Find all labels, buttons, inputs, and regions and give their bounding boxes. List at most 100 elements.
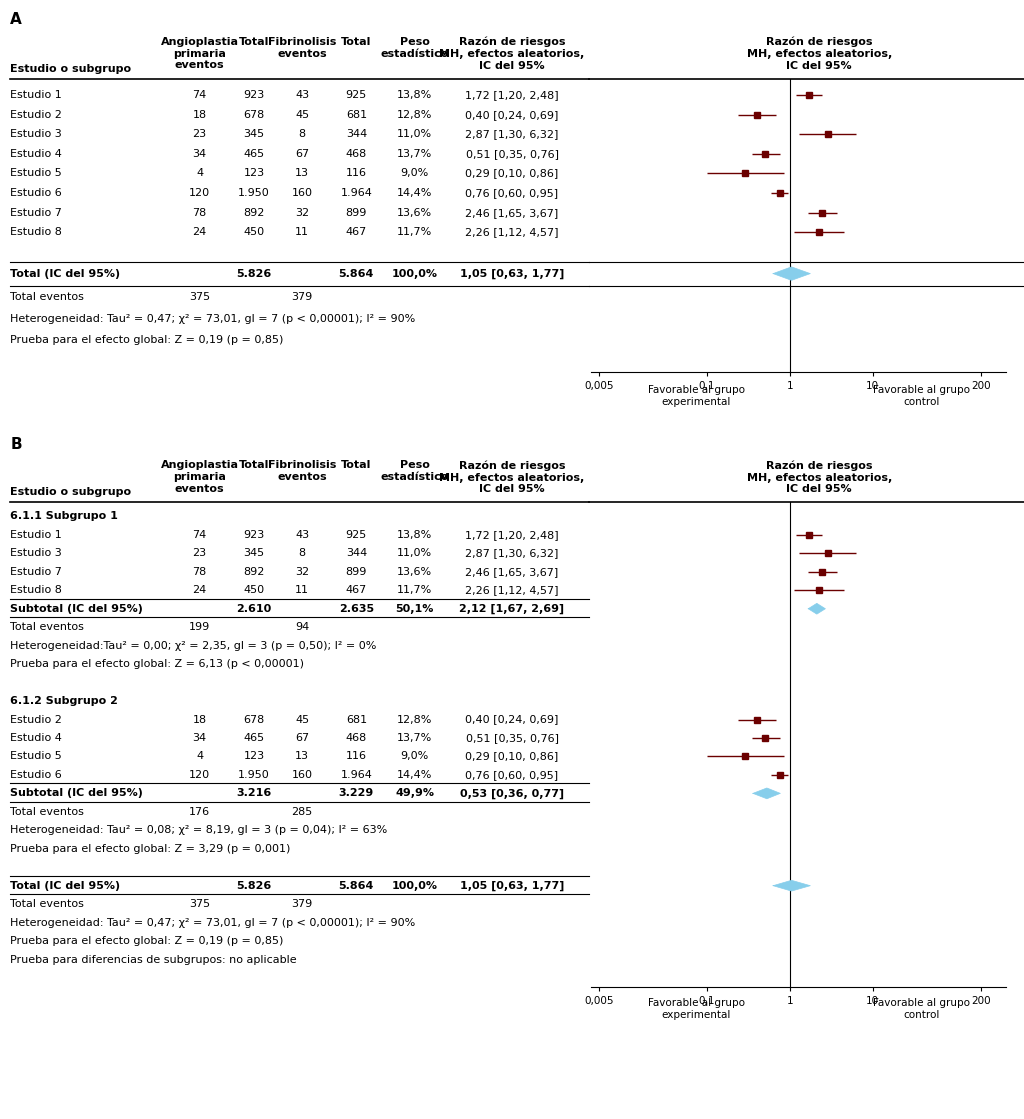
Text: 0,29 [0,10, 0,86]: 0,29 [0,10, 0,86] — [465, 169, 559, 178]
Text: 45: 45 — [295, 110, 309, 120]
Text: 0,76 [0,60, 0,95]: 0,76 [0,60, 0,95] — [466, 770, 558, 780]
Text: 2.610: 2.610 — [237, 604, 271, 613]
Text: Estudio 2: Estudio 2 — [10, 715, 62, 724]
Text: 0,51 [0,35, 0,76]: 0,51 [0,35, 0,76] — [466, 149, 558, 159]
Text: Subtotal (IC del 95%): Subtotal (IC del 95%) — [10, 604, 143, 613]
Text: 11,0%: 11,0% — [397, 548, 432, 558]
Text: Prueba para el efecto global: Z = 0,19 (p = 0,85): Prueba para el efecto global: Z = 0,19 (… — [10, 336, 284, 345]
Text: Razón de riesgos
MH, efectos aleatorios,
IC del 95%: Razón de riesgos MH, efectos aleatorios,… — [746, 37, 892, 70]
Text: Total eventos: Total eventos — [10, 900, 84, 909]
Text: 5.826: 5.826 — [237, 881, 271, 891]
Text: 2,87 [1,30, 6,32]: 2,87 [1,30, 6,32] — [465, 548, 559, 558]
Text: 0,76 [0,60, 0,95]: 0,76 [0,60, 0,95] — [466, 188, 558, 198]
Text: Estudio 1: Estudio 1 — [10, 530, 62, 539]
Text: 13: 13 — [295, 752, 309, 761]
Text: 0,51 [0,35, 0,76]: 0,51 [0,35, 0,76] — [466, 733, 558, 743]
Text: Estudio o subgrupo: Estudio o subgrupo — [10, 64, 131, 74]
Text: 1,72 [1,20, 2,48]: 1,72 [1,20, 2,48] — [465, 91, 559, 100]
Text: 9,0%: 9,0% — [400, 169, 429, 178]
Text: 8: 8 — [299, 548, 305, 558]
Text: Estudio 1: Estudio 1 — [10, 91, 62, 100]
Text: 1.950: 1.950 — [238, 188, 270, 198]
Text: Total: Total — [341, 461, 372, 470]
Text: 23: 23 — [193, 130, 207, 139]
Text: 465: 465 — [244, 733, 264, 743]
Text: 13,7%: 13,7% — [397, 149, 432, 159]
Text: 678: 678 — [244, 715, 264, 724]
Text: 678: 678 — [244, 110, 264, 120]
Text: Estudio 5: Estudio 5 — [10, 752, 62, 761]
Text: 18: 18 — [193, 715, 207, 724]
Text: 681: 681 — [346, 715, 367, 724]
Text: Prueba para el efecto global: Z = 3,29 (p = 0,001): Prueba para el efecto global: Z = 3,29 (… — [10, 844, 291, 854]
Polygon shape — [773, 266, 810, 281]
Text: Favorable al grupo
experimental: Favorable al grupo experimental — [648, 385, 744, 406]
Text: Estudio o subgrupo: Estudio o subgrupo — [10, 488, 131, 497]
Text: 12,8%: 12,8% — [397, 110, 432, 120]
Text: 120: 120 — [189, 770, 210, 780]
Text: 0,53 [0,36, 0,77]: 0,53 [0,36, 0,77] — [460, 788, 564, 799]
Text: 45: 45 — [295, 715, 309, 724]
Text: 8: 8 — [299, 130, 305, 139]
Text: 3.229: 3.229 — [339, 789, 374, 798]
Text: 5.864: 5.864 — [339, 269, 374, 279]
Text: 24: 24 — [193, 585, 207, 595]
Text: 5.826: 5.826 — [237, 269, 271, 279]
Text: 6.1.1 Subgrupo 1: 6.1.1 Subgrupo 1 — [10, 511, 118, 521]
Text: Angioplastia
primaria
eventos: Angioplastia primaria eventos — [161, 461, 239, 493]
Text: 100,0%: 100,0% — [392, 881, 437, 891]
Text: 24: 24 — [193, 227, 207, 237]
Text: 0,29 [0,10, 0,86]: 0,29 [0,10, 0,86] — [465, 752, 559, 761]
Text: 450: 450 — [244, 227, 264, 237]
Text: 13: 13 — [295, 169, 309, 178]
Text: 14,4%: 14,4% — [397, 188, 432, 198]
Text: Total (IC del 95%): Total (IC del 95%) — [10, 881, 121, 891]
Text: 899: 899 — [346, 567, 367, 576]
Text: 1,05 [0,63, 1,77]: 1,05 [0,63, 1,77] — [460, 881, 564, 891]
Text: Heterogeneidad:Tau² = 0,00; χ² = 2,35, gl = 3 (p = 0,50); I² = 0%: Heterogeneidad:Tau² = 0,00; χ² = 2,35, g… — [10, 641, 377, 650]
Text: Total eventos: Total eventos — [10, 807, 84, 817]
Text: 1,72 [1,20, 2,48]: 1,72 [1,20, 2,48] — [465, 530, 559, 539]
Text: 13,7%: 13,7% — [397, 733, 432, 743]
Text: 1,05 [0,63, 1,77]: 1,05 [0,63, 1,77] — [460, 269, 564, 279]
Text: 375: 375 — [189, 900, 210, 909]
Text: 32: 32 — [295, 208, 309, 217]
Text: 467: 467 — [346, 227, 367, 237]
Text: Heterogeneidad: Tau² = 0,47; χ² = 73,01, gl = 7 (p < 0,00001); I² = 90%: Heterogeneidad: Tau² = 0,47; χ² = 73,01,… — [10, 313, 416, 323]
Text: 13,8%: 13,8% — [397, 530, 432, 539]
Text: 176: 176 — [189, 807, 210, 817]
Text: Total: Total — [239, 37, 269, 47]
Text: 23: 23 — [193, 548, 207, 558]
Text: 94: 94 — [295, 622, 309, 632]
Text: 43: 43 — [295, 530, 309, 539]
Text: 892: 892 — [244, 208, 264, 217]
Text: 32: 32 — [295, 567, 309, 576]
Text: 892: 892 — [244, 567, 264, 576]
Text: Estudio 6: Estudio 6 — [10, 188, 62, 198]
Text: Estudio 7: Estudio 7 — [10, 208, 62, 217]
Text: 13,6%: 13,6% — [397, 208, 432, 217]
Text: 160: 160 — [292, 188, 312, 198]
Text: 11: 11 — [295, 227, 309, 237]
Text: Estudio 7: Estudio 7 — [10, 567, 62, 576]
Text: 34: 34 — [193, 733, 207, 743]
Text: 199: 199 — [189, 622, 210, 632]
Text: 78: 78 — [193, 567, 207, 576]
Text: Peso
estadístico: Peso estadístico — [381, 461, 449, 482]
Text: 116: 116 — [346, 752, 367, 761]
Text: 285: 285 — [292, 807, 312, 817]
Text: 467: 467 — [346, 585, 367, 595]
Text: Prueba para el efecto global: Z = 0,19 (p = 0,85): Prueba para el efecto global: Z = 0,19 (… — [10, 937, 284, 946]
Text: 78: 78 — [193, 208, 207, 217]
Text: 67: 67 — [295, 149, 309, 159]
Text: Estudio 6: Estudio 6 — [10, 770, 62, 780]
Text: 923: 923 — [244, 530, 264, 539]
Text: Angioplastia
primaria
eventos: Angioplastia primaria eventos — [161, 37, 239, 70]
Text: Fibrinolisis
eventos: Fibrinolisis eventos — [268, 37, 336, 58]
Text: 2,26 [1,12, 4,57]: 2,26 [1,12, 4,57] — [465, 585, 559, 595]
Text: Peso
estadístico: Peso estadístico — [381, 37, 449, 58]
Text: 49,9%: 49,9% — [395, 789, 434, 798]
Text: Subtotal (IC del 95%): Subtotal (IC del 95%) — [10, 789, 143, 798]
Polygon shape — [753, 788, 780, 799]
Polygon shape — [773, 881, 810, 891]
